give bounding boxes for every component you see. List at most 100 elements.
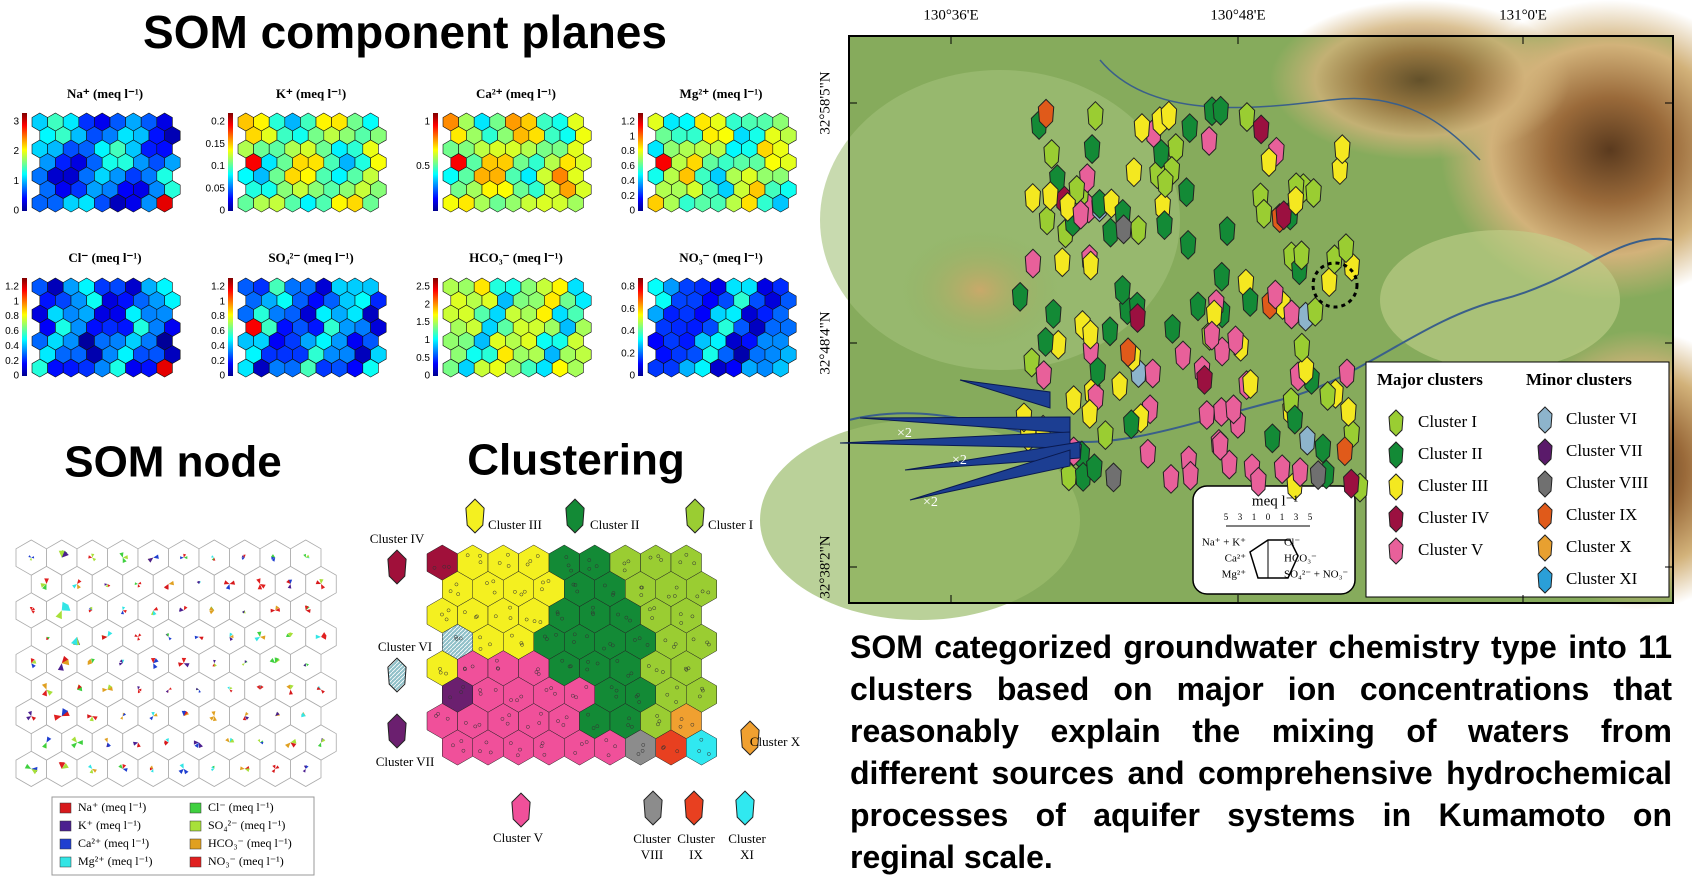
- node-glyph: [225, 737, 230, 743]
- node-glyph: [138, 581, 142, 585]
- sample-dot: [524, 617, 529, 622]
- node-glyph: [46, 636, 50, 640]
- map-glyph: [1037, 98, 1055, 129]
- sample-dot: [674, 700, 678, 704]
- legend-swatch: [59, 856, 72, 868]
- sample-dot: [629, 724, 634, 729]
- node-glyph: [290, 742, 297, 748]
- sample-dot: [544, 688, 549, 692]
- node-glyph: [241, 557, 245, 560]
- node-glyph: [212, 716, 217, 722]
- sample-dot: [525, 562, 530, 567]
- sample-dot: [628, 618, 632, 623]
- sample-dot: [665, 692, 670, 697]
- sample-dot: [561, 723, 566, 727]
- colorbar-tick-label: 0.8: [621, 282, 635, 293]
- cluster-label: Cluster X: [749, 734, 801, 749]
- inset-label: Mg²⁺: [1222, 569, 1247, 581]
- node-glyph: [285, 742, 291, 749]
- sample-dot: [611, 591, 616, 595]
- map-glyph: [1293, 332, 1311, 363]
- map-glyph: [1083, 134, 1101, 165]
- sample-dot: [536, 667, 540, 672]
- node-glyph: [137, 686, 141, 690]
- node-glyph: [104, 737, 108, 743]
- sample-dot: [656, 554, 661, 559]
- map-glyph: [1162, 463, 1180, 494]
- node-glyph: [61, 659, 70, 666]
- node-glyph: [118, 764, 123, 769]
- sample-dot: [462, 666, 467, 671]
- sample-dot: [493, 688, 498, 692]
- sample-dot: [595, 724, 600, 729]
- node-glyph: [229, 634, 234, 639]
- legend-label: Na⁺ (meq l⁻¹): [78, 800, 146, 814]
- sample-dot: [555, 610, 560, 615]
- cluster-label: Cluster VII: [376, 754, 435, 769]
- sample-dot: [508, 741, 513, 745]
- node-glyph: [178, 662, 184, 667]
- sample-dot: [506, 564, 511, 568]
- sample-dot: [458, 636, 463, 641]
- sample-dot: [444, 671, 448, 676]
- cluster-glyph: [1537, 534, 1553, 562]
- legend-label: Cluster III: [1418, 476, 1489, 495]
- node-glyph: [72, 584, 77, 589]
- node-glyph: [165, 738, 169, 743]
- map-glyph: [1065, 385, 1082, 416]
- node-glyph: [151, 711, 155, 717]
- node-glyph: [244, 716, 249, 720]
- sample-dot: [672, 645, 676, 649]
- map-glyph: [1273, 454, 1291, 485]
- node-glyph: [122, 610, 127, 614]
- sample-dot: [540, 587, 544, 592]
- colorbar: [638, 278, 643, 376]
- sample-dot: [648, 555, 653, 560]
- node-glyph: [179, 608, 184, 612]
- sample-dot: [707, 642, 711, 647]
- map-glyph: [1297, 354, 1315, 385]
- sample-dot: [652, 606, 657, 611]
- colorbar-tick-label: 0.4: [621, 176, 635, 187]
- colorbar-tick-label: 0: [629, 206, 635, 217]
- node-glyph: [61, 763, 69, 769]
- node-glyph: [317, 742, 322, 748]
- node-glyph: [57, 663, 64, 671]
- sample-dot: [595, 661, 600, 666]
- sample-dot: [584, 740, 589, 744]
- node-glyph: [260, 741, 264, 745]
- legend-label: Cl⁻ (meq l⁻¹): [208, 800, 274, 814]
- sample-dot: [606, 753, 611, 758]
- colorbar-tick-label: 0.2: [621, 348, 635, 359]
- node-glyph: [229, 689, 233, 693]
- sample-dot: [610, 643, 615, 648]
- node-glyph: [181, 657, 187, 664]
- legend-label: HCO₃⁻ (meq l⁻¹): [208, 836, 292, 850]
- map-glyph: [1123, 409, 1140, 440]
- sample-dot: [519, 641, 524, 645]
- colorbar-tick-label: 0.2: [5, 356, 19, 367]
- cluster-glyph: [684, 790, 704, 826]
- node-glyph: [256, 685, 260, 690]
- map-glyph: [1212, 430, 1229, 461]
- sample-dot: [697, 694, 702, 699]
- sample-dot: [516, 753, 520, 758]
- legend-label: Cluster VIII: [1566, 473, 1649, 492]
- legend-title: Minor clusters: [1526, 370, 1632, 389]
- sample-dot: [493, 614, 498, 619]
- sample-dot: [569, 568, 573, 573]
- map-glyph: [1267, 279, 1284, 310]
- node-glyph: [168, 580, 175, 586]
- node-glyph: [150, 657, 156, 664]
- map-glyph: [1133, 113, 1151, 144]
- plane-hex: [567, 193, 584, 213]
- map-glyph: [1114, 275, 1131, 306]
- node-glyph: [149, 765, 154, 769]
- node-glyph: [87, 764, 93, 769]
- map-glyph: [1182, 460, 1199, 491]
- node-glyph: [260, 635, 266, 640]
- map-arrow: [859, 416, 1071, 434]
- node-glyph: [91, 658, 95, 664]
- sample-dot: [650, 616, 655, 620]
- node-glyph: [42, 689, 47, 697]
